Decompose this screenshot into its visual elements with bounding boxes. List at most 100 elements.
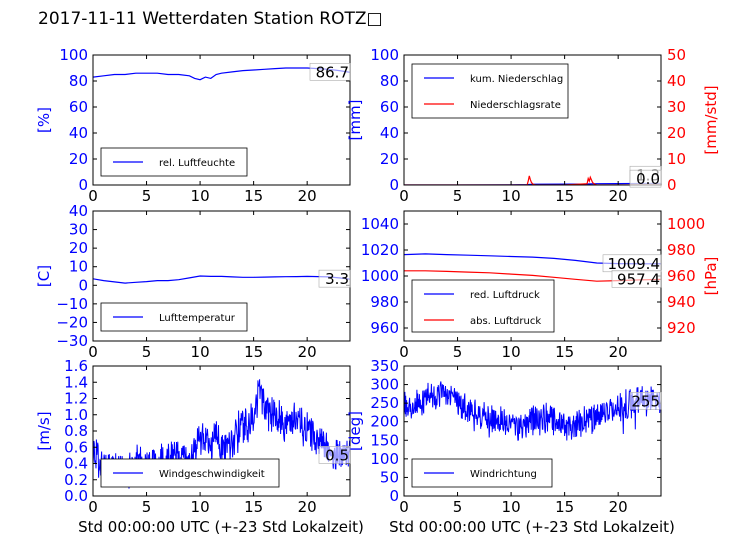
y-tick-label: 0 bbox=[389, 176, 399, 194]
plot-area-temperature bbox=[93, 275, 350, 284]
x-tick-label: 15 bbox=[555, 187, 574, 205]
y-tick-label: 40 bbox=[69, 124, 88, 142]
y-tick-label: 960 bbox=[370, 319, 399, 337]
y-tick-label: 1.6 bbox=[64, 357, 88, 375]
y-tick-label: −10 bbox=[56, 295, 88, 313]
axes-frame bbox=[403, 54, 662, 186]
y-tick-label: 0.6 bbox=[64, 438, 88, 456]
x-tick-label: 0 bbox=[88, 498, 98, 516]
value-annotation: 3.3 bbox=[318, 269, 351, 288]
value-annotation: 1009.4 bbox=[602, 254, 662, 273]
legend-entry: rel. Luftfeuchte bbox=[159, 158, 235, 169]
y-tick-label: 0.4 bbox=[64, 455, 88, 473]
legend: Windrichtung bbox=[411, 458, 553, 488]
y2-tick-label: 40 bbox=[667, 72, 686, 90]
y-tick-label: 1000 bbox=[361, 267, 399, 285]
legend-entry: Lufttemperatur bbox=[159, 313, 236, 324]
y-tick-label: 0 bbox=[78, 176, 88, 194]
x-tick-label: 5 bbox=[453, 343, 463, 361]
x-tick-label: 20 bbox=[609, 187, 628, 205]
x-tick-label: 0 bbox=[88, 343, 98, 361]
legend: red. Luftdruck abs. Luftdruck bbox=[411, 279, 555, 333]
y2-tick-label: 1000 bbox=[667, 215, 705, 233]
annotation-box bbox=[309, 62, 351, 81]
axes-frame bbox=[92, 54, 351, 186]
legend-entry: red. Luftdruck bbox=[470, 290, 540, 301]
series-line-humidity-0 bbox=[93, 67, 350, 81]
y-tick-label: 0.0 bbox=[64, 487, 88, 505]
x-tick-label: 15 bbox=[244, 343, 263, 361]
legend-entry: abs. Luftdruck bbox=[470, 316, 541, 327]
y-tick-label: −20 bbox=[56, 313, 88, 331]
y-tick-label: 1.4 bbox=[64, 373, 88, 391]
x-tick-label: 0 bbox=[399, 187, 409, 205]
legend-entry: kum. Niederschlag bbox=[470, 74, 563, 85]
y2-tick-label: 940 bbox=[667, 293, 696, 311]
x-tick-label: 5 bbox=[453, 187, 463, 205]
annotation-text: 86.7 bbox=[316, 63, 349, 81]
x-tick-label: 20 bbox=[609, 498, 628, 516]
y-tick-label: 1040 bbox=[361, 215, 399, 233]
y-tick-label: 100 bbox=[59, 46, 88, 64]
x-tick-label: 0 bbox=[399, 343, 409, 361]
annotation-text: 3.3 bbox=[325, 270, 349, 288]
x-tick-label: 20 bbox=[609, 343, 628, 361]
y2-tick-label: 960 bbox=[667, 267, 696, 285]
x-tick-label: 10 bbox=[502, 187, 521, 205]
series-line-temperature-0 bbox=[93, 275, 350, 284]
x-tick-label: 15 bbox=[244, 187, 263, 205]
y-tick-label: 60 bbox=[380, 98, 399, 116]
value-annotation: 957.4 bbox=[611, 270, 662, 288]
y-tick-label: −30 bbox=[56, 332, 88, 350]
annotation-text: 0.5 bbox=[325, 446, 349, 464]
legend-entry: Windrichtung bbox=[470, 469, 537, 480]
y2-tick-label: 30 bbox=[667, 98, 686, 116]
y-tick-label: 1020 bbox=[361, 241, 399, 259]
y-axis-label: [m/s] bbox=[35, 411, 53, 450]
y2-tick-label: 20 bbox=[667, 124, 686, 142]
y-tick-label: 0 bbox=[389, 487, 399, 505]
y-axis-label: [C] bbox=[35, 265, 53, 287]
value-annotation: 86.7 bbox=[309, 62, 351, 81]
annotation-text: 1009.4 bbox=[608, 255, 661, 273]
chart-precip: 0 5 10 15 20 0 20 40 60 80 100 0 10 20 30 40 50 [mm] [mm/s… bbox=[346, 46, 720, 205]
chart-temperature: 0 5 10 15 20−30−20−10010203040[C]Lufttempera… bbox=[35, 202, 351, 361]
annotation-text: 255 bbox=[631, 392, 660, 410]
x-tick-label: 10 bbox=[191, 343, 210, 361]
y-tick-label: 40 bbox=[69, 202, 88, 220]
annotation-box bbox=[318, 269, 351, 288]
value-annotation: 0.0 bbox=[629, 169, 662, 188]
x-tick-label: 15 bbox=[555, 498, 574, 516]
x-tick-label: 10 bbox=[191, 498, 210, 516]
y2-tick-label: 920 bbox=[667, 319, 696, 337]
y-tick-label: 350 bbox=[370, 357, 399, 375]
annotation-box bbox=[611, 270, 662, 288]
y-axis-label: [mm] bbox=[346, 100, 364, 141]
legend-entry: Windgeschwindigkeit bbox=[159, 469, 265, 480]
annotation-text: 0.0 bbox=[636, 170, 660, 188]
x-axis-label: Std 00:00:00 UTC (+-23 Std Lokalzeit) bbox=[78, 518, 364, 536]
y-tick-label: 50 bbox=[380, 468, 399, 486]
y-tick-label: 40 bbox=[380, 124, 399, 142]
series-line-precip-1 bbox=[404, 175, 661, 185]
y-tick-label: 30 bbox=[69, 221, 88, 239]
chart-pressure: 0 5 10 15 20 960 980 1000 1020 1040 920 940 960 980 10… bbox=[361, 210, 720, 361]
y-tick-label: 980 bbox=[370, 293, 399, 311]
y-tick-label: 1.2 bbox=[64, 390, 88, 408]
value-annotation: 255 bbox=[629, 391, 662, 410]
axes-frame bbox=[403, 365, 662, 497]
x-tick-label: 10 bbox=[502, 343, 521, 361]
x-tick-label: 0 bbox=[88, 187, 98, 205]
annotation-box bbox=[629, 169, 662, 188]
annotation-box bbox=[629, 391, 662, 410]
y-tick-label: 150 bbox=[370, 431, 399, 449]
y-tick-label: 0 bbox=[78, 276, 88, 294]
series-line-winddir-0 bbox=[404, 381, 661, 441]
value-annotation: 0.5 bbox=[318, 446, 351, 464]
x-tick-label: 5 bbox=[142, 498, 152, 516]
x-tick-label: 15 bbox=[555, 343, 574, 361]
legend: Lufttemperatur bbox=[100, 302, 248, 332]
y2-tick-label: 50 bbox=[667, 46, 686, 64]
y-tick-label: 300 bbox=[370, 376, 399, 394]
x-tick-label: 20 bbox=[298, 498, 317, 516]
